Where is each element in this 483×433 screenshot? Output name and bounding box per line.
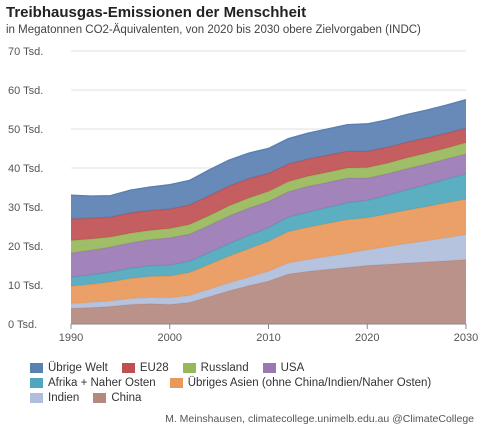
legend-row1: Übrige Welt EU28 Russland USA — [30, 360, 480, 375]
y-tick-label: 40 Tsd. — [8, 163, 43, 175]
legend-label: Übrige Welt — [48, 361, 108, 374]
legend-swatch — [121, 362, 135, 373]
legend-item[interactable]: EU28 — [121, 361, 169, 374]
legend-swatch — [182, 362, 196, 373]
legend-row2: Afrika + Naher Osten Übriges Asien (ohne … — [30, 375, 480, 390]
y-tick-label: 0 Tsd. — [8, 319, 37, 331]
legend-item[interactable]: Russland — [182, 361, 249, 374]
area-series-0 — [71, 259, 466, 324]
area-series-3 — [71, 173, 466, 287]
y-tick-label: 60 Tsd. — [8, 85, 43, 97]
legend-label: Afrika + Naher Osten — [48, 376, 156, 389]
legend-swatch — [93, 392, 107, 403]
legend-item[interactable]: USA — [262, 361, 305, 374]
legend-swatch — [30, 362, 43, 373]
legend-swatch — [30, 392, 43, 403]
chart-title: Treibhausgas-Emissionen der Menschheit — [6, 4, 307, 21]
x-tick-label: 2020 — [355, 332, 379, 344]
legend-label: China — [111, 391, 142, 404]
area-series-5 — [71, 142, 466, 254]
legend-swatch — [262, 362, 276, 373]
y-tick-label: 10 Tsd. — [8, 280, 43, 292]
credit-line: M. Meinshausen, climatecollege.unimelb.e… — [165, 413, 474, 425]
area-series-6 — [71, 128, 466, 241]
legend-item[interactable]: Übriges Asien (ohne China/Indien/Naher O… — [169, 376, 432, 389]
x-tick-label: 2010 — [256, 332, 280, 344]
area-series-4 — [71, 153, 466, 278]
area-series-2 — [71, 199, 466, 304]
legend-item[interactable]: China — [93, 392, 141, 404]
legend-row3: Indien China — [30, 390, 480, 405]
area-series-7 — [71, 99, 466, 219]
legend-label: EU28 — [139, 361, 169, 374]
legend-label: USA — [280, 361, 305, 374]
legend-item[interactable]: Übrige Welt — [30, 362, 108, 374]
y-tick-label: 70 Tsd. — [8, 46, 43, 58]
legend-label: Übriges Asien (ohne China/Indien/Naher O… — [187, 376, 432, 389]
legend-label: Russland — [200, 361, 249, 374]
x-tick-label: 2000 — [158, 332, 182, 344]
legend: Übrige Welt EU28 Russland USA Afrika + Naher… — [30, 360, 480, 405]
x-tick-label: 1990 — [59, 332, 83, 344]
legend-item[interactable]: Indien — [30, 392, 79, 404]
x-tick-label: 2030 — [454, 332, 478, 344]
y-tick-label: 20 Tsd. — [8, 241, 43, 253]
legend-swatch — [169, 377, 183, 388]
chart-subtitle: in Megatonnen CO2-Äquivalenten, von 2020… — [6, 24, 421, 36]
series-line-7 — [70, 99, 467, 197]
legend-label: Indien — [48, 391, 80, 404]
y-tick-label: 50 Tsd. — [8, 124, 43, 136]
legend-item[interactable]: Afrika + Naher Osten — [30, 377, 156, 389]
stacked-area-chart: 0 Tsd. 10 Tsd. 20 Tsd. 30 Tsd. 40 Tsd. 50 Tsd… — [8, 46, 478, 344]
y-tick-label: 30 Tsd. — [8, 202, 43, 214]
legend-swatch — [30, 377, 43, 388]
